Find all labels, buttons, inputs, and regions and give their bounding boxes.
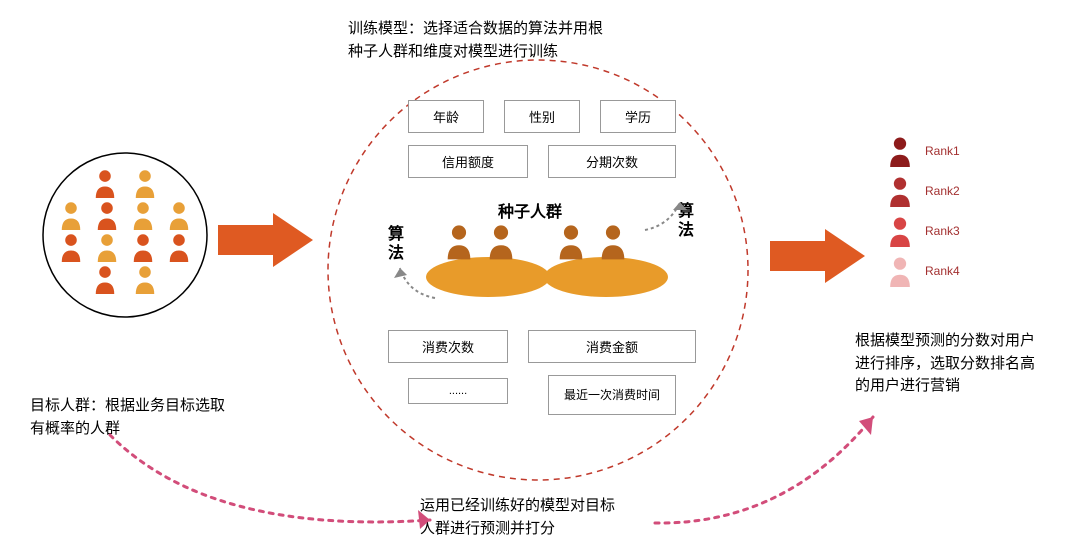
seed-label: 种子人群 [498,198,562,222]
feature-credit: 信用额度 [408,145,528,178]
center-top-caption: 训练模型：选择适合数据的算法并用根 种子人群和维度对模型进行训练 [348,18,688,63]
arrow-center-to-right [770,226,870,286]
seed-people [442,222,630,260]
feature-spend-count: 消费次数 [388,330,508,363]
rank3-label: Rank3 [925,224,960,238]
feature-gender: 性别 [504,100,580,133]
feature-age: 年龄 [408,100,484,133]
rank4-label: Rank4 [925,264,960,278]
dotted-arrow-left [80,395,540,555]
feature-education: 学历 [600,100,676,133]
arrow-left-to-center [218,210,318,270]
dotted-arrow-right [635,395,955,555]
rank1-label: Rank1 [925,144,960,158]
rank2-label: Rank2 [925,184,960,198]
right-caption: 根据模型预测的分数对用户 进行排序，选取分数排名高 的用户进行营销 [855,330,1075,398]
target-crowd-people [55,168,195,294]
rank-list: Rank1 Rank2 Rank3 Rank4 [885,135,960,287]
feature-spend-amount: 消费金额 [528,330,696,363]
feature-installments: 分期次数 [548,145,676,178]
